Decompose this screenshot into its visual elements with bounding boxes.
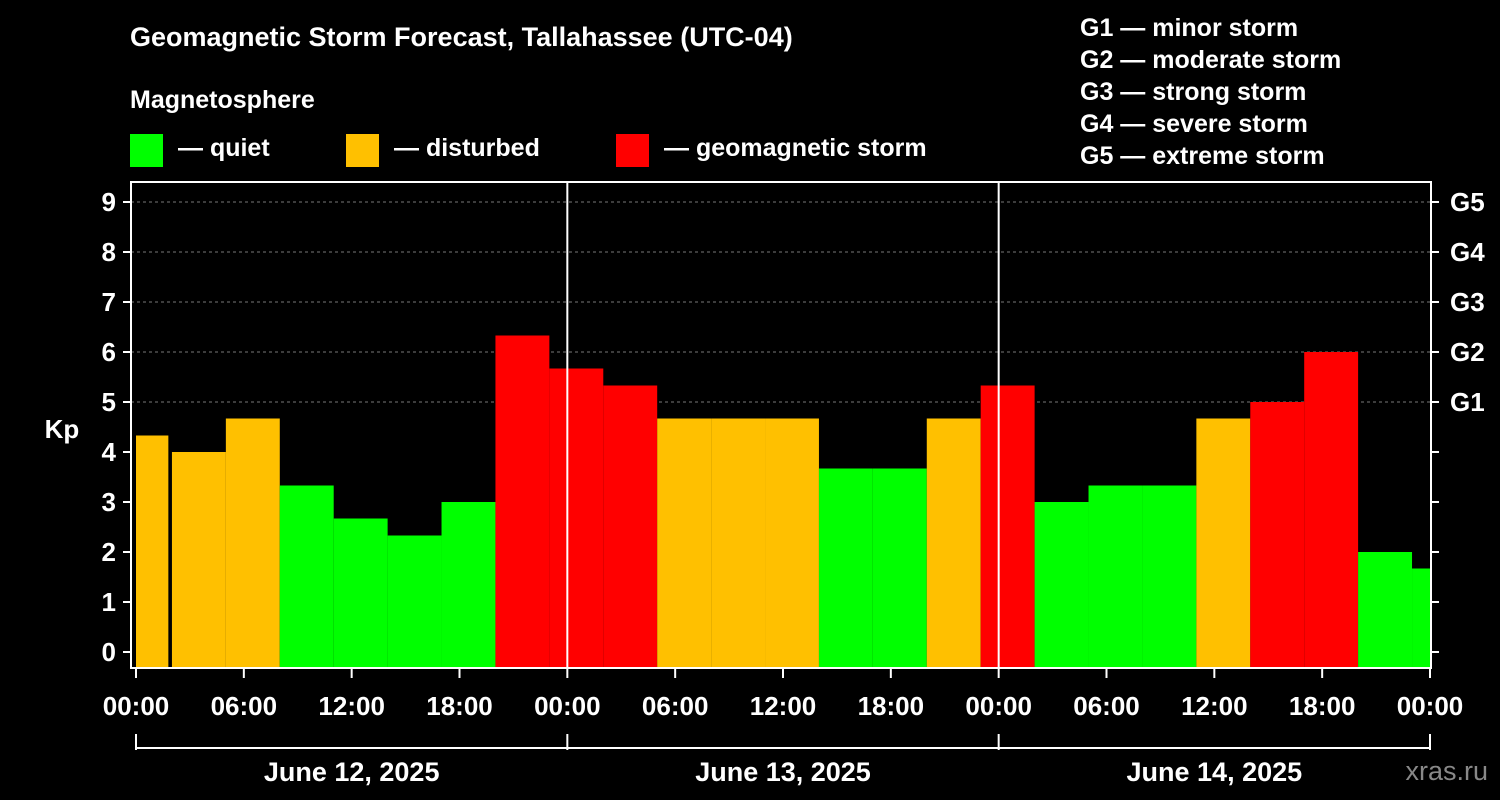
watermark: xras.ru	[1405, 756, 1488, 786]
x-tick-label: 12:00	[750, 691, 817, 721]
kp-bar	[387, 535, 442, 668]
chart-title: Geomagnetic Storm Forecast, Tallahassee …	[130, 22, 793, 52]
x-tick-label: 06:00	[1073, 691, 1140, 721]
g-level-5: G5 — extreme storm	[1080, 142, 1325, 170]
y-tick-label: 0	[102, 637, 116, 667]
y-tick-label: 1	[102, 587, 116, 617]
y-tick-label: 7	[102, 287, 116, 317]
x-tick-label: 18:00	[426, 691, 493, 721]
kp-bar	[1088, 485, 1143, 668]
y-tick-label: 5	[102, 387, 116, 417]
kp-bar	[926, 418, 981, 668]
x-tick-label: 06:00	[642, 691, 709, 721]
y-tick-label: 4	[102, 437, 117, 467]
legend-swatch-disturbed	[346, 134, 379, 167]
g-axis-label: G2	[1450, 337, 1485, 367]
kp-bar	[1304, 352, 1359, 668]
legend-label-quiet: — quiet	[178, 134, 270, 162]
y-tick-label: 6	[102, 337, 116, 367]
plot-frame	[130, 181, 1432, 669]
kp-bar	[225, 418, 280, 668]
x-tick-label: 00:00	[103, 691, 170, 721]
legend-swatch-quiet	[130, 134, 163, 167]
x-tick-label: 18:00	[1289, 691, 1356, 721]
x-tick-label: 06:00	[211, 691, 278, 721]
kp-bar	[549, 368, 604, 668]
g-level-4: G4 — severe storm	[1080, 110, 1308, 138]
legend-label-storm: — geomagnetic storm	[664, 134, 927, 162]
x-tick-label: 00:00	[965, 691, 1032, 721]
g-level-3: G3 — strong storm	[1080, 78, 1307, 106]
x-tick-label: 00:00	[534, 691, 601, 721]
y-tick-label: 8	[102, 237, 116, 267]
kp-bar	[1196, 418, 1251, 668]
y-axis-label: Kp	[45, 414, 80, 444]
g-axis-label: G4	[1450, 237, 1485, 267]
kp-bar	[980, 385, 1035, 668]
kp-bar	[1142, 485, 1197, 668]
x-tick-label: 12:00	[1181, 691, 1248, 721]
kp-bar	[711, 418, 766, 668]
x-tick-label: 12:00	[318, 691, 385, 721]
kp-bar	[1412, 568, 1430, 668]
kp-bar	[657, 418, 712, 668]
date-label: June 13, 2025	[695, 757, 871, 787]
g-axis-label: G1	[1450, 387, 1485, 417]
kp-bar	[171, 452, 226, 668]
kp-bar	[765, 418, 819, 668]
y-tick-label: 9	[102, 187, 116, 217]
kp-bar	[603, 385, 658, 668]
legend-label-disturbed: — disturbed	[394, 134, 540, 162]
legend-heading: Magnetosphere	[130, 86, 315, 114]
g-level-2: G2 — moderate storm	[1080, 46, 1342, 74]
kp-bar	[872, 468, 927, 668]
x-tick-label: 00:00	[1397, 691, 1464, 721]
g-level-1: G1 — minor storm	[1080, 14, 1299, 42]
kp-bar	[279, 485, 334, 668]
kp-bar	[1358, 552, 1413, 668]
kp-bar	[1250, 402, 1305, 668]
date-label: June 12, 2025	[264, 757, 440, 787]
x-tick-label: 18:00	[858, 691, 925, 721]
kp-bar	[1034, 502, 1089, 668]
kp-bar	[136, 435, 169, 668]
kp-bar	[818, 468, 873, 668]
y-tick-label: 2	[102, 537, 116, 567]
kp-bar	[333, 518, 388, 668]
g-axis-label: G3	[1450, 287, 1485, 317]
date-label: June 14, 2025	[1127, 757, 1303, 787]
y-tick-label: 3	[102, 487, 116, 517]
kp-bar	[495, 335, 550, 668]
legend-swatch-storm	[616, 134, 649, 167]
g-axis-label: G5	[1450, 187, 1485, 217]
kp-bar	[441, 502, 496, 668]
